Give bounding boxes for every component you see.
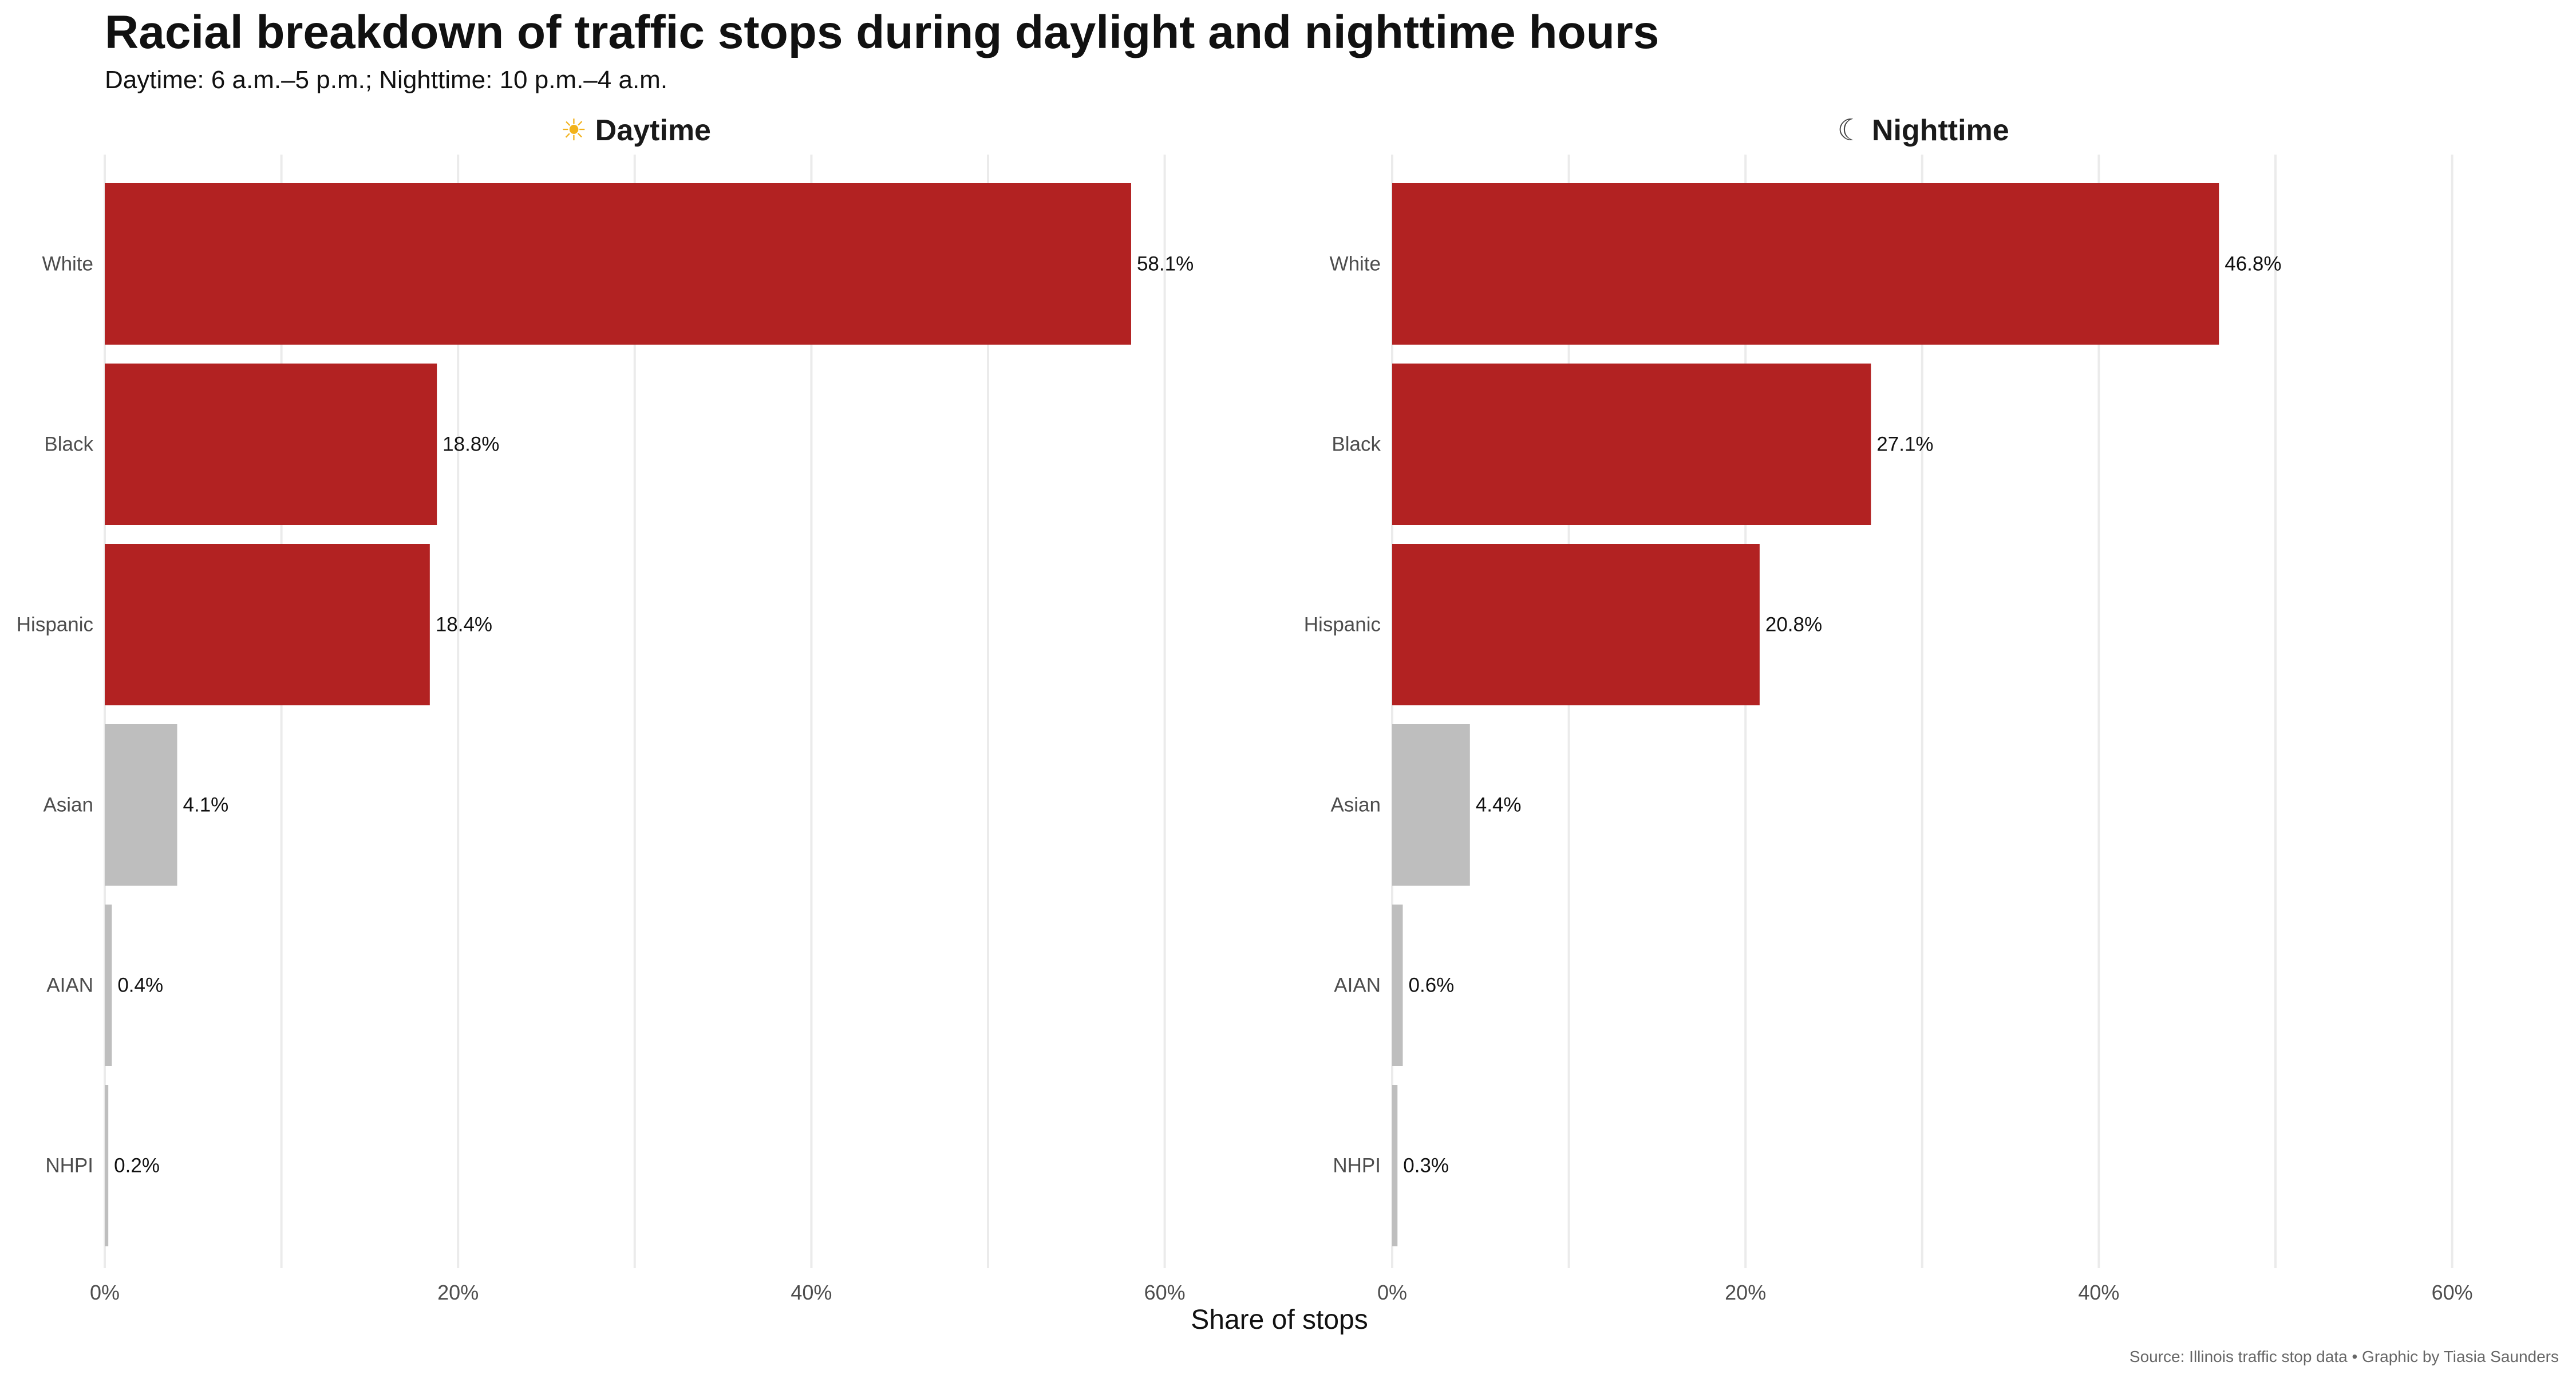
facet-label-daytime: Daytime (595, 114, 711, 147)
value-label-daytime-black: 18.8% (442, 433, 499, 456)
x-tick-label-daytime: 60% (1144, 1281, 1186, 1304)
bar-daytime-nhpi (105, 1085, 109, 1246)
bar-nighttime-hispanic (1392, 544, 1760, 705)
x-tick-label-nighttime: 60% (2432, 1281, 2473, 1304)
x-tick-label-daytime: 0% (90, 1281, 120, 1304)
bar-nighttime-white (1392, 183, 2219, 345)
x-tick-label-daytime: 40% (791, 1281, 832, 1304)
category-label-nighttime: Asian (1330, 794, 1381, 816)
bar-nighttime-black (1392, 364, 1871, 525)
value-label-daytime-asian: 4.1% (183, 794, 229, 816)
bar-daytime-black (105, 364, 437, 525)
chart-subtitle: Daytime: 6 a.m.–5 p.m.; Nighttime: 10 p.… (105, 66, 668, 94)
bar-nighttime-aian (1392, 905, 1403, 1066)
bar-daytime-hispanic (105, 544, 430, 705)
value-label-nighttime-white: 46.8% (2225, 253, 2281, 275)
moon-icon: ☾ (1837, 114, 1864, 147)
chart-caption: Source: Illinois traffic stop data • Gra… (2129, 1348, 2559, 1365)
value-label-daytime-white: 58.1% (1137, 253, 1194, 275)
bar-daytime-white (105, 183, 1131, 345)
category-label-nighttime: NHPI (1333, 1155, 1381, 1177)
category-label-daytime: AIAN (46, 974, 93, 997)
facet-label-nighttime: Nighttime (1871, 114, 2009, 147)
category-label-daytime: Black (44, 433, 93, 456)
value-label-daytime-nhpi: 0.2% (114, 1155, 160, 1177)
category-label-nighttime: Hispanic (1304, 614, 1381, 636)
x-tick-label-daytime: 20% (437, 1281, 479, 1304)
category-label-nighttime: AIAN (1334, 974, 1381, 997)
category-label-daytime: NHPI (45, 1155, 93, 1177)
x-axis-label: Share of stops (1191, 1305, 1368, 1335)
category-label-daytime: White (42, 253, 93, 275)
value-label-nighttime-hispanic: 20.8% (1765, 614, 1822, 636)
facet-title-daytime: ☀ Daytime (105, 112, 1167, 149)
bar-daytime-aian (105, 905, 112, 1066)
value-label-nighttime-asian: 4.4% (1476, 794, 1522, 816)
x-tick-label-nighttime: 40% (2078, 1281, 2119, 1304)
facet-title-nighttime: ☾ Nighttime (1392, 112, 2454, 149)
category-label-daytime: Hispanic (17, 614, 93, 636)
value-label-nighttime-black: 27.1% (1876, 433, 1933, 456)
x-tick-label-nighttime: 20% (1725, 1281, 1766, 1304)
x-tick-label-nighttime: 0% (1377, 1281, 1407, 1304)
bar-daytime-asian (105, 724, 177, 886)
category-label-daytime: Asian (43, 794, 93, 816)
sun-icon: ☀ (560, 114, 587, 147)
category-label-nighttime: White (1330, 253, 1381, 275)
value-label-daytime-aian: 0.4% (117, 974, 163, 997)
value-label-nighttime-aian: 0.6% (1409, 974, 1455, 997)
bar-nighttime-nhpi (1392, 1085, 1398, 1246)
chart-title: Racial breakdown of traffic stops during… (105, 6, 1660, 58)
bar-nighttime-asian (1392, 724, 1470, 886)
category-label-nighttime: Black (1332, 433, 1381, 456)
value-label-daytime-hispanic: 18.4% (436, 614, 492, 636)
value-label-nighttime-nhpi: 0.3% (1403, 1155, 1449, 1177)
